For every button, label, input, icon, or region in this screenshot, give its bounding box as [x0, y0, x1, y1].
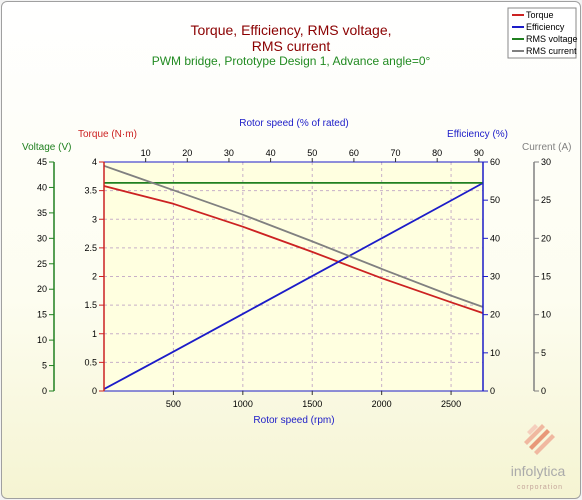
torque-tick-label: 2.5 — [84, 243, 97, 253]
voltage-tick-label: 10 — [37, 335, 47, 345]
efficiency-tick-label: 30 — [490, 272, 500, 282]
legend-box — [507, 7, 577, 59]
voltage-tick-label: 25 — [37, 259, 47, 269]
x-top-tick-label: 10 — [141, 148, 151, 158]
x-top-tick-label: 70 — [391, 148, 401, 158]
voltage-tick-label: 5 — [42, 361, 47, 371]
x-top-tick-label: 80 — [432, 148, 442, 158]
efficiency-axis-label: Efficiency (%) — [447, 129, 508, 140]
voltage-axis-label: Voltage (V) — [22, 142, 71, 153]
x-top-tick-label: 60 — [349, 148, 359, 158]
logo-name: infolytica — [511, 463, 566, 479]
legend-label-efficiency: Efficiency — [526, 22, 565, 32]
efficiency-tick-label: 50 — [490, 195, 500, 205]
plot-area — [104, 162, 483, 391]
chart-title-line2: RMS current — [252, 38, 331, 54]
company-logo: infolytica corporation — [511, 424, 566, 491]
x-top-tick-label: 50 — [307, 148, 317, 158]
current-tick-label: 15 — [541, 272, 551, 282]
torque-axis-label: Torque (N·m) — [78, 129, 137, 140]
voltage-tick-label: 0 — [42, 386, 47, 396]
x-top-axis-label: Rotor speed (% of rated) — [239, 118, 349, 129]
voltage-tick-label: 30 — [37, 233, 47, 243]
torque-tick-label: 0 — [92, 386, 97, 396]
x-top-tick-label: 90 — [474, 148, 484, 158]
voltage-tick-label: 40 — [37, 182, 47, 192]
chart-title-line1: Torque, Efficiency, RMS voltage, — [190, 22, 391, 38]
voltage-tick-label: 15 — [37, 310, 47, 320]
torque-tick-label: 3.5 — [84, 186, 97, 196]
efficiency-tick-label: 60 — [490, 157, 500, 167]
legend-label-torque: Torque — [526, 10, 554, 20]
x-top-tick-label: 40 — [266, 148, 276, 158]
x-top-tick-label: 30 — [224, 148, 234, 158]
current-tick-label: 25 — [541, 195, 551, 205]
voltage-tick-label: 35 — [37, 208, 47, 218]
torque-tick-label: 0.5 — [84, 357, 97, 367]
efficiency-tick-label: 0 — [490, 386, 495, 396]
current-tick-label: 5 — [541, 348, 546, 358]
series-line-torque — [103, 185, 484, 314]
torque-tick-label: 1.5 — [84, 300, 97, 310]
current-tick-label: 0 — [541, 386, 546, 396]
logo-mark-icon — [524, 424, 555, 455]
efficiency-tick-label: 40 — [490, 233, 500, 243]
legend: Torque Efficiency RMS voltage RMS curren… — [507, 7, 578, 59]
torque-tick-label: 3 — [92, 214, 97, 224]
x-bottom-tick-label: 2000 — [372, 399, 392, 409]
current-tick-label: 20 — [541, 233, 551, 243]
voltage-tick-label: 20 — [37, 284, 47, 294]
torque-tick-label: 1 — [92, 329, 97, 339]
x-bottom-tick-label: 1500 — [302, 399, 322, 409]
chart-subtitle: PWM bridge, Prototype Design 1, Advance … — [152, 54, 431, 68]
voltage-tick-label: 45 — [37, 157, 47, 167]
torque-tick-label: 4 — [92, 157, 97, 167]
efficiency-tick-label: 20 — [490, 310, 500, 320]
logo-sub: corporation — [517, 484, 563, 491]
legend-label-rms-current: RMS current — [526, 46, 577, 56]
current-axis-label: Current (A) — [522, 142, 571, 153]
series-layer — [103, 164, 484, 390]
efficiency-tick-label: 10 — [490, 348, 500, 358]
current-tick-label: 30 — [541, 157, 551, 167]
torque-tick-label: 2 — [92, 272, 97, 282]
legend-label-rms-voltage: RMS voltage — [526, 34, 578, 44]
series-line-efficiency — [103, 182, 484, 390]
x-bottom-axis-label: Rotor speed (rpm) — [253, 415, 334, 426]
x-bottom-tick-label: 500 — [166, 399, 181, 409]
x-bottom-tick-label: 2500 — [441, 399, 461, 409]
x-bottom-tick-label: 1000 — [233, 399, 253, 409]
current-tick-label: 10 — [541, 310, 551, 320]
series-line-rms-current — [103, 164, 484, 308]
x-top-tick-label: 20 — [182, 148, 192, 158]
